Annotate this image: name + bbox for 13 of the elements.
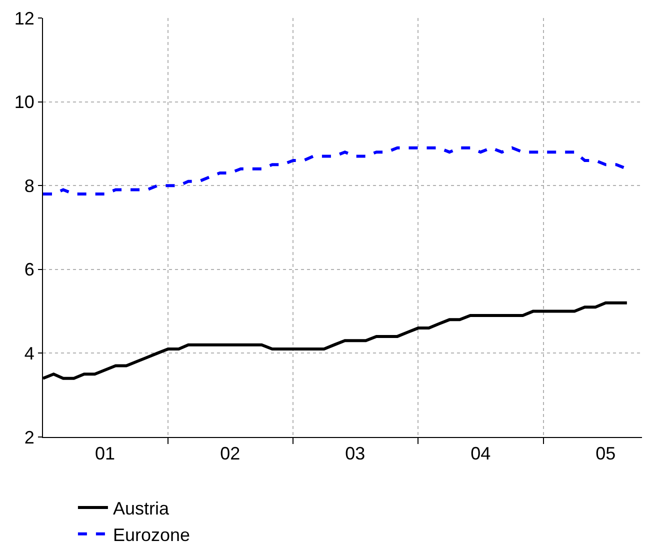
x-tick-label: 03 <box>345 444 366 464</box>
x-tick-label: 02 <box>220 444 240 464</box>
y-tick-label: 6 <box>24 260 34 280</box>
x-tick-label: 05 <box>596 444 616 464</box>
x-tick-label: 01 <box>95 444 116 464</box>
y-tick-label: 8 <box>24 176 34 196</box>
y-tick-label: 4 <box>24 344 34 364</box>
y-tick-label: 10 <box>14 92 34 112</box>
x-tick-label: 04 <box>470 444 491 464</box>
legend-label: Eurozone <box>112 524 190 545</box>
y-tick-label: 2 <box>24 427 34 448</box>
y-tick-label: 12 <box>14 8 34 28</box>
legend-label: Austria <box>112 498 170 519</box>
